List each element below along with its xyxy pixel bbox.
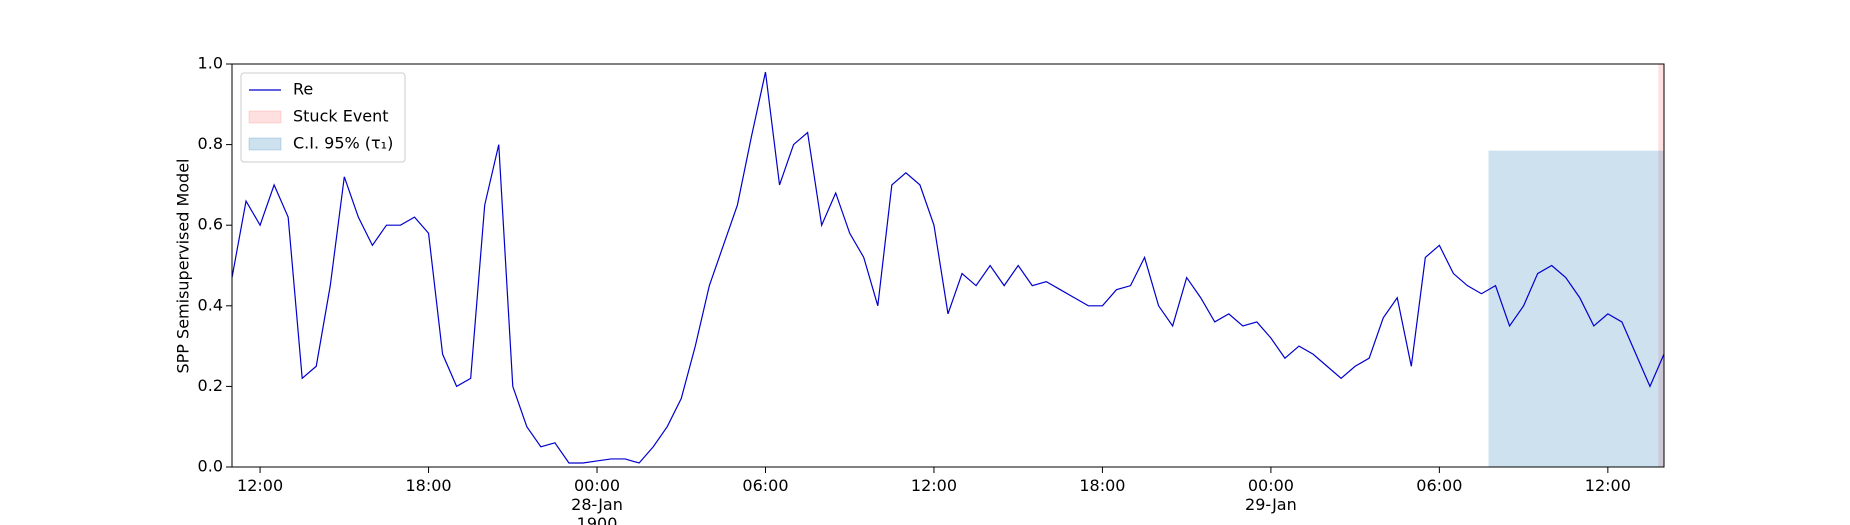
legend-patch <box>248 137 282 151</box>
axes-frame <box>231 63 1665 468</box>
x-tick-label: 12:00 <box>237 476 284 495</box>
y-tick-label: 0.0 <box>198 457 223 476</box>
y-tick-label: 0.6 <box>198 215 223 234</box>
legend-box <box>240 72 406 163</box>
span <box>1658 64 1664 467</box>
x-tick-label: 18:00 <box>1079 476 1126 495</box>
legend-patch <box>248 110 282 124</box>
legend-label: Re <box>293 80 313 99</box>
legend-label: C.I. 95% (τ₁) <box>293 134 393 153</box>
legend-label: Stuck Event <box>293 107 389 126</box>
x-tick-label: 06:00 <box>742 476 789 495</box>
y-tick-label: 0.8 <box>198 134 223 153</box>
line <box>231 71 1665 464</box>
y-tick-label: 0.2 <box>198 376 223 395</box>
x-tick-label: 00:00 28-Jan 1900 <box>571 476 623 525</box>
x-tick-label: 12:00 <box>910 476 957 495</box>
x-tick-label: 12:00 <box>1584 476 1631 495</box>
x-tick-label: 00:00 29-Jan <box>1245 476 1297 514</box>
y-axis-label: SPP Semisupervised Model <box>174 159 193 374</box>
y-tick-label: 0.4 <box>198 295 223 314</box>
y-tick-label: 1.0 <box>198 54 223 73</box>
span <box>1488 150 1664 467</box>
x-tick-label: 18:00 <box>405 476 452 495</box>
legend: Re Stuck Event C.I. 95% (τ₁) <box>240 72 406 163</box>
x-tick-label: 06:00 <box>1416 476 1463 495</box>
